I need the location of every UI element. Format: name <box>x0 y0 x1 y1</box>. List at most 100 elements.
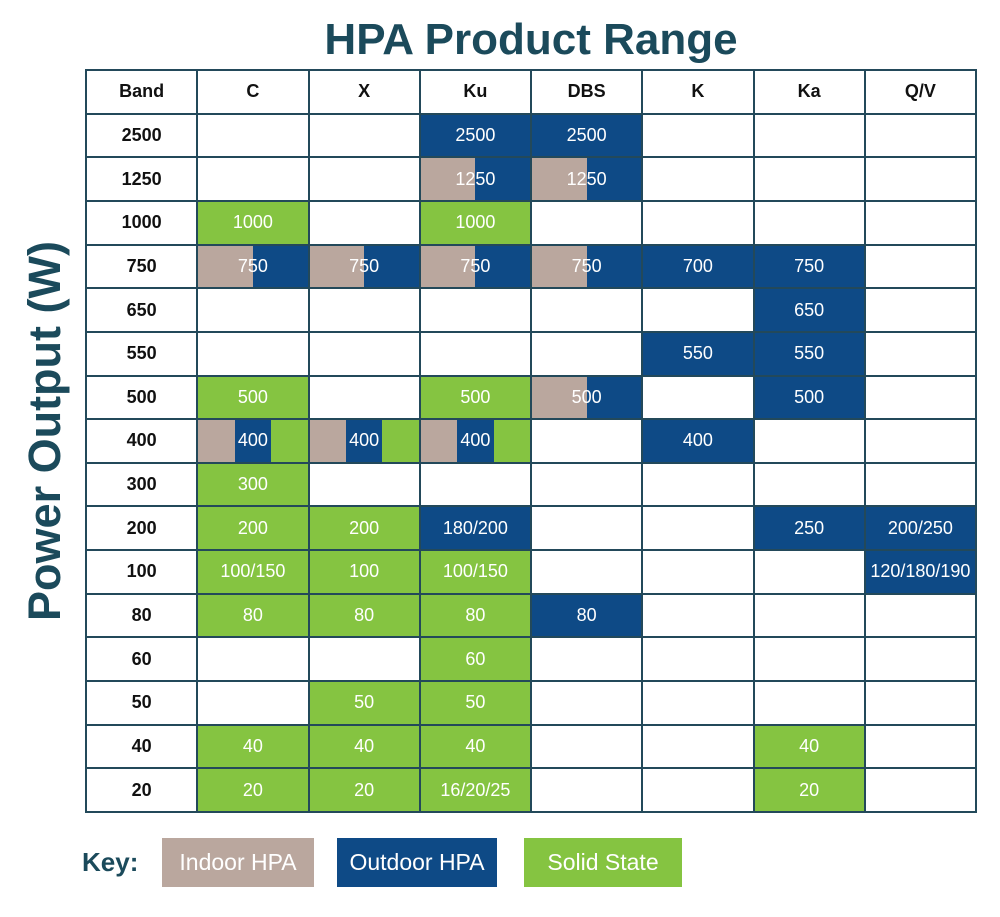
outdoor-hpa-fill <box>252 245 308 288</box>
cell-fill <box>420 551 530 593</box>
legend-label: Key: <box>82 847 139 877</box>
solid-state-fill <box>420 769 530 811</box>
band-header: Band <box>87 71 197 113</box>
solid-state-fill <box>382 420 419 462</box>
empty-cell <box>754 420 864 462</box>
indoor-hpa-fill <box>420 158 476 200</box>
solid-state-fill <box>420 376 530 419</box>
empty-cell <box>643 638 753 681</box>
cell-value: 550 <box>682 343 713 364</box>
empty-cell <box>865 594 975 637</box>
product-cell: 1000 <box>420 201 530 244</box>
empty-cell <box>643 158 753 200</box>
power-row-label: 550 <box>87 332 197 375</box>
cell-value: 50 <box>354 692 375 713</box>
outdoor-hpa-fill <box>754 245 864 288</box>
empty-cell <box>420 289 530 331</box>
outdoor-hpa-fill <box>532 594 642 637</box>
solid-state-fill <box>271 420 308 462</box>
cell-fill <box>198 725 308 768</box>
product-cell: 50 <box>420 682 530 724</box>
power-row-label: 750 <box>87 245 197 288</box>
cell-value: 1250 <box>566 168 607 189</box>
power-row-label: 1000 <box>87 201 197 244</box>
product-cell: 750 <box>532 245 642 288</box>
product-cell: 100 <box>309 551 419 593</box>
outdoor-hpa-fill <box>586 158 642 200</box>
power-row-label: 60 <box>87 638 197 681</box>
cell-fill <box>754 507 864 550</box>
product-cell: 2500 <box>532 114 642 157</box>
empty-cell <box>198 638 308 681</box>
cell-fill <box>198 769 308 811</box>
empty-cell <box>532 463 642 506</box>
cell-value: 400 <box>237 430 268 451</box>
cell-fill <box>754 245 864 288</box>
outdoor-hpa-fill <box>420 114 530 157</box>
cell-value: 120/180/190 <box>870 561 971 582</box>
solid-state-fill <box>198 551 308 593</box>
empty-cell <box>420 463 530 506</box>
cell-value: 750 <box>460 255 491 276</box>
cell-fill <box>309 769 419 811</box>
product-cell: 40 <box>198 725 308 768</box>
power-row-label: 400 <box>87 420 197 462</box>
solid-state-fill <box>198 463 308 506</box>
product-cell: 1000 <box>198 201 308 244</box>
product-cell: 750 <box>309 245 419 288</box>
empty-cell <box>643 201 753 244</box>
cell-value: 200/250 <box>887 517 953 538</box>
product-cell: 400 <box>420 420 530 462</box>
empty-cell <box>754 158 864 200</box>
empty-cell <box>865 245 975 288</box>
solid-state-fill <box>420 638 530 681</box>
cell-fill <box>532 245 642 288</box>
power-row-label: 2500 <box>87 114 197 157</box>
empty-cell <box>865 682 975 724</box>
cell-value: 80 <box>465 605 486 626</box>
solid-state-fill <box>198 201 308 244</box>
product-cell: 200 <box>198 507 308 550</box>
empty-cell <box>754 201 864 244</box>
cell-fill <box>532 594 642 637</box>
cell-fill <box>420 682 530 724</box>
cell-fill <box>420 638 530 681</box>
legend-item-indoor-hpa: Indoor HPA <box>162 838 314 887</box>
empty-cell <box>643 769 753 811</box>
product-cell: 60 <box>420 638 530 681</box>
solid-state-fill <box>420 725 530 768</box>
cell-value: 650 <box>794 299 825 320</box>
legend-item-label: Outdoor HPA <box>349 849 485 875</box>
cell-value: 400 <box>682 430 713 451</box>
product-cell: 40 <box>420 725 530 768</box>
cell-fill <box>420 594 530 637</box>
outdoor-hpa-fill <box>420 507 530 550</box>
cell-fill <box>420 507 530 550</box>
cell-fill <box>198 245 308 288</box>
cell-fill <box>420 725 530 768</box>
product-cell: 2500 <box>420 114 530 157</box>
empty-cell <box>865 725 975 768</box>
empty-cell <box>532 289 642 331</box>
empty-cell <box>865 114 975 157</box>
outdoor-hpa-fill <box>586 245 642 288</box>
empty-cell <box>420 332 530 375</box>
cell-value: 400 <box>349 430 380 451</box>
cell-fill <box>198 376 308 419</box>
solid-state-fill <box>198 769 308 811</box>
indoor-hpa-fill <box>420 245 476 288</box>
empty-cell <box>532 332 642 375</box>
solid-state-fill <box>309 769 419 811</box>
cell-value: 200 <box>349 517 380 538</box>
band-column-header: Q/V <box>865 71 975 113</box>
cell-fill <box>198 463 308 506</box>
empty-cell <box>754 682 864 724</box>
empty-cell <box>643 376 753 419</box>
cell-fill <box>198 507 308 550</box>
cell-fill <box>643 420 753 462</box>
empty-cell <box>532 420 642 462</box>
legend-item-outdoor-hpa: Outdoor HPA <box>337 838 497 887</box>
empty-cell <box>754 638 864 681</box>
band-column-header: X <box>309 71 419 113</box>
empty-cell <box>643 463 753 506</box>
